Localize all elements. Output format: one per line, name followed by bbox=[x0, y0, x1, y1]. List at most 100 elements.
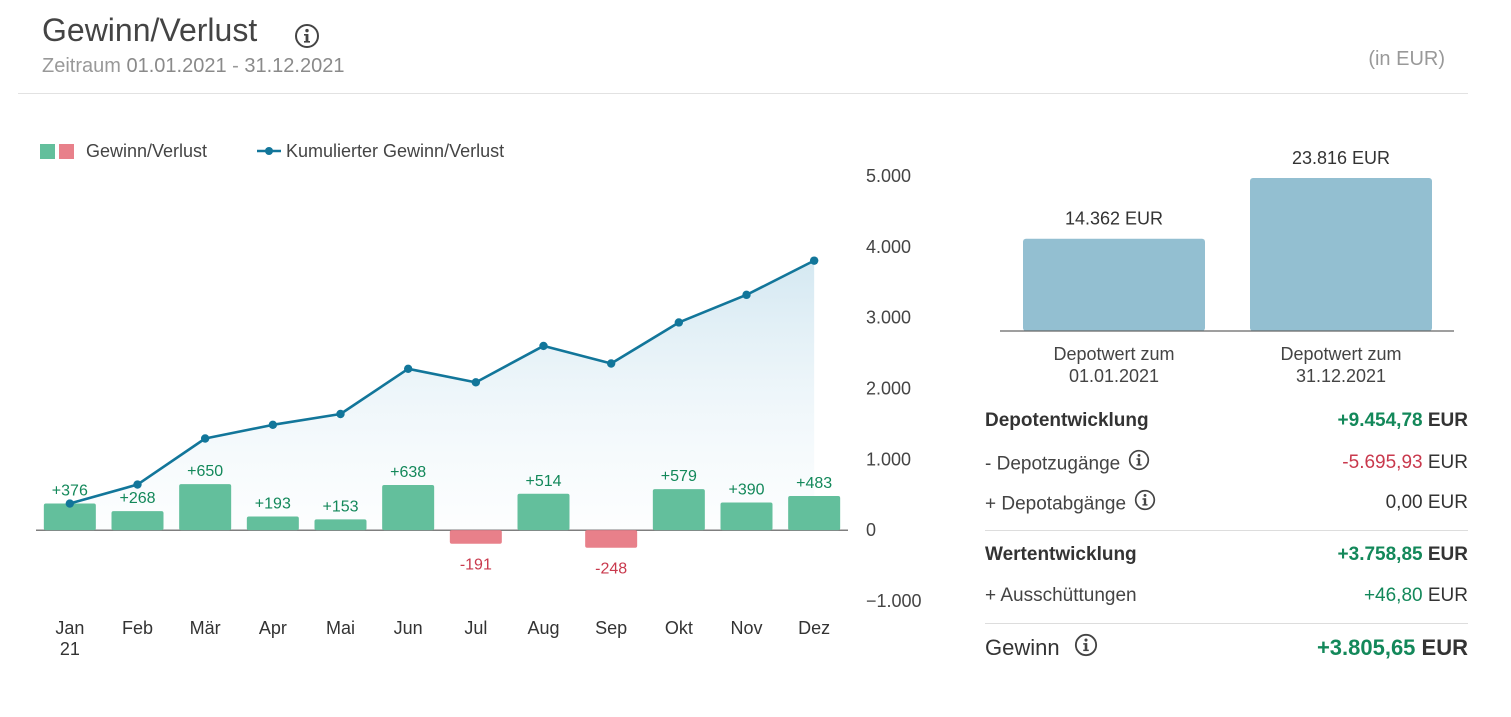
legend-swatch-positive bbox=[40, 144, 55, 159]
cumulative-point-1 bbox=[133, 480, 142, 489]
bar-value-label-2: +650 bbox=[187, 463, 223, 480]
info-icon[interactable] bbox=[1074, 633, 1098, 663]
summary-wertentwicklung: Wertentwicklung +3.758,85 EUR bbox=[985, 544, 1468, 572]
depotzugaenge-amount: -5.695,93 bbox=[1342, 452, 1423, 473]
bar-value-label-1: +268 bbox=[119, 490, 155, 507]
cumulative-point-11 bbox=[809, 256, 819, 265]
wertentwicklung-currency: EUR bbox=[1427, 544, 1468, 565]
ausschuettungen-label: + Ausschüttungen bbox=[985, 585, 1137, 606]
depotabgaenge-label: + Depotabgänge bbox=[985, 489, 1156, 517]
ausschuettungen-amount: +46,80 bbox=[1363, 585, 1423, 606]
depot-category-2-line-2: 31.12.2021 bbox=[1295, 366, 1387, 386]
ausschuettungen-value: +46,80 EUR bbox=[1364, 585, 1468, 607]
x-category-label-9: Okt bbox=[665, 618, 693, 638]
cumulative-point-4 bbox=[336, 409, 345, 419]
summary-gewinn: Gewinn +3.805,65 EUR bbox=[985, 633, 1468, 663]
x-category-label-0-line-2: 21 bbox=[60, 639, 80, 659]
cumulative-area bbox=[69, 260, 815, 531]
depotabgaenge-currency: EUR bbox=[1427, 492, 1468, 513]
info-icon[interactable] bbox=[1134, 489, 1156, 517]
x-category-label-3: Apr bbox=[259, 618, 287, 638]
bar-3 bbox=[246, 516, 299, 531]
legend-line-marker bbox=[257, 147, 281, 155]
cumulative-point-6 bbox=[471, 378, 481, 387]
cumulative-point-0 bbox=[65, 499, 75, 508]
summary-divider bbox=[985, 530, 1468, 531]
depotabgaenge-value: 0,00 EUR bbox=[1386, 492, 1468, 514]
y-tick-label-1: 4.000 bbox=[866, 237, 911, 257]
legend-line-label: Kumulierter Gewinn/Verlust bbox=[286, 141, 505, 161]
x-category-label-8: Sep bbox=[595, 618, 627, 638]
depotentwicklung-value: +9.454,78 EUR bbox=[1338, 410, 1468, 432]
bar-value-label-5: +638 bbox=[390, 464, 426, 481]
depot-category-label-2: Depotwert zum 31.12.2021 bbox=[1241, 343, 1441, 387]
wertentwicklung-amount: +3.758,85 bbox=[1337, 544, 1423, 565]
depot-category-2-line-1: Depotwert zum bbox=[1280, 344, 1402, 364]
bar-2 bbox=[179, 484, 232, 531]
bar-7 bbox=[517, 493, 570, 531]
y-tick-label-5: 0 bbox=[866, 520, 876, 540]
bar-value-label-6: -191 bbox=[460, 557, 492, 574]
summary-depotentwicklung: Depotentwicklung +9.454,78 EUR bbox=[985, 410, 1468, 438]
bar-4 bbox=[314, 519, 367, 531]
depotabgaenge-amount: 0,00 bbox=[1385, 492, 1423, 513]
x-category-label-1: Feb bbox=[122, 618, 153, 638]
depotzugaenge-label-text: - Depotzugänge bbox=[985, 453, 1121, 475]
gewinn-amount: +3.805,65 bbox=[1316, 635, 1416, 660]
depotzugaenge-currency: EUR bbox=[1427, 452, 1468, 473]
bar-value-label-4: +153 bbox=[322, 498, 358, 515]
depotzugaenge-value: -5.695,93 EUR bbox=[1342, 452, 1468, 474]
title-text: Gewinn/Verlust bbox=[42, 12, 258, 48]
depot-bar-1 bbox=[1250, 178, 1432, 331]
bar-8 bbox=[585, 530, 638, 548]
bar-value-label-7: +514 bbox=[525, 473, 561, 490]
summary-depotabgaenge: + Depotabgänge 0,00 EUR bbox=[985, 489, 1468, 520]
profit-loss-chart: +376 +268 +650 +193 +153 +638 -191 +514 -248 +579… bbox=[36, 166, 922, 659]
bar-value-label-9: +579 bbox=[661, 468, 697, 485]
depotentwicklung-amount: +9.454,78 bbox=[1337, 410, 1423, 431]
cumulative-point-5 bbox=[403, 364, 413, 374]
depot-bar-value-label-0: 14.362 EUR bbox=[1065, 209, 1163, 229]
info-icon[interactable] bbox=[294, 20, 320, 57]
x-category-label-11: Dez bbox=[798, 618, 830, 638]
x-category-label-2: Mär bbox=[190, 618, 221, 638]
cumulative-point-3 bbox=[268, 420, 278, 430]
y-tick-label-3: 2.000 bbox=[866, 379, 911, 399]
gewinn-currency: EUR bbox=[1421, 635, 1468, 660]
cumulative-point-7 bbox=[539, 341, 548, 351]
depotzugaenge-label: - Depotzugänge bbox=[985, 449, 1150, 477]
depot-bar-0 bbox=[1023, 238, 1205, 331]
y-tick-label-2: 3.000 bbox=[866, 308, 911, 328]
bar-9 bbox=[652, 489, 705, 531]
page-title: Gewinn/Verlust bbox=[42, 12, 319, 49]
cumulative-point-10 bbox=[742, 290, 751, 300]
depotentwicklung-label: Depotentwicklung bbox=[985, 410, 1149, 431]
depot-category-1-line-2: 01.01.2021 bbox=[1068, 366, 1160, 386]
bar-value-label-11: +483 bbox=[796, 475, 832, 492]
period-end: 31.12.2021 bbox=[244, 55, 345, 77]
depotentwicklung-currency: EUR bbox=[1427, 410, 1468, 431]
period: Zeitraum 01.01.2021 - 31.12.2021 bbox=[42, 55, 344, 78]
header-divider bbox=[18, 93, 1468, 94]
header: Gewinn/Verlust Zeitraum 01.01.2021 - 31.… bbox=[0, 0, 1511, 94]
info-icon[interactable] bbox=[1128, 449, 1150, 477]
gewinn-label: Gewinn bbox=[985, 633, 1098, 663]
cumulative-point-8 bbox=[606, 359, 616, 368]
bar-5 bbox=[382, 484, 435, 531]
depotabgaenge-label-text: + Depotabgänge bbox=[985, 493, 1127, 515]
bar-10 bbox=[720, 502, 773, 531]
gewinn-value: +3.805,65 EUR bbox=[1317, 635, 1468, 661]
cumulative-line bbox=[69, 259, 815, 505]
wertentwicklung-value: +3.758,85 EUR bbox=[1338, 544, 1468, 566]
depot-category-1-line-1: Depotwert zum bbox=[1053, 344, 1175, 364]
cumulative-point-2 bbox=[200, 434, 210, 443]
bar-value-label-0: +376 bbox=[52, 483, 88, 500]
bar-11 bbox=[788, 495, 841, 531]
legend-swatch-negative bbox=[59, 144, 74, 159]
depot-category-label-1: Depotwert zum 01.01.2021 bbox=[1014, 343, 1214, 387]
x-category-label-4: Mai bbox=[326, 618, 355, 638]
bar-0 bbox=[43, 503, 96, 531]
wertentwicklung-label: Wertentwicklung bbox=[985, 544, 1137, 565]
x-category-label-7: Aug bbox=[527, 618, 559, 638]
x-category-label-6: Jul bbox=[464, 618, 487, 638]
